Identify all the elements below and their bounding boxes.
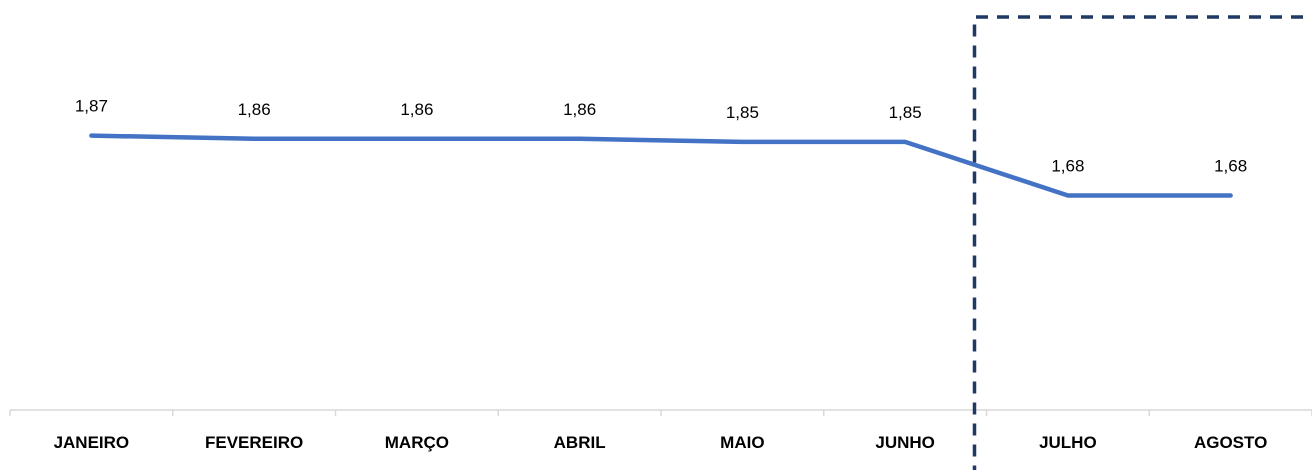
category-label: JANEIRO xyxy=(54,433,130,452)
data-label: 1,85 xyxy=(889,103,922,122)
series-line xyxy=(89,133,1233,198)
category-label: AGOSTO xyxy=(1194,433,1267,452)
highlight-box xyxy=(972,15,1312,470)
data-labels: 1,87 1,86 1,86 1,86 1,85 1,85 1,68 1,68 xyxy=(75,97,1247,176)
data-label: 1,68 xyxy=(1214,157,1247,176)
category-label: ABRIL xyxy=(554,433,606,452)
highlight-box-border xyxy=(972,15,1312,470)
data-label: 1,68 xyxy=(1051,157,1084,176)
category-labels: JANEIRO FEVEREIRO MARÇO ABRIL MAIO JUNHO JULHO… xyxy=(54,433,1268,452)
data-label: 1,86 xyxy=(238,100,271,119)
category-label: FEVEREIRO xyxy=(205,433,303,452)
category-label: JUNHO xyxy=(875,433,935,452)
category-label: MARÇO xyxy=(385,433,449,452)
data-label: 1,86 xyxy=(400,100,433,119)
data-label: 1,86 xyxy=(563,100,596,119)
category-label: JULHO xyxy=(1039,433,1097,452)
data-label: 1,87 xyxy=(75,97,108,116)
x-axis xyxy=(9,409,1312,416)
category-label: MAIO xyxy=(720,433,764,452)
data-label: 1,85 xyxy=(726,103,759,122)
series-layer xyxy=(89,133,1233,198)
